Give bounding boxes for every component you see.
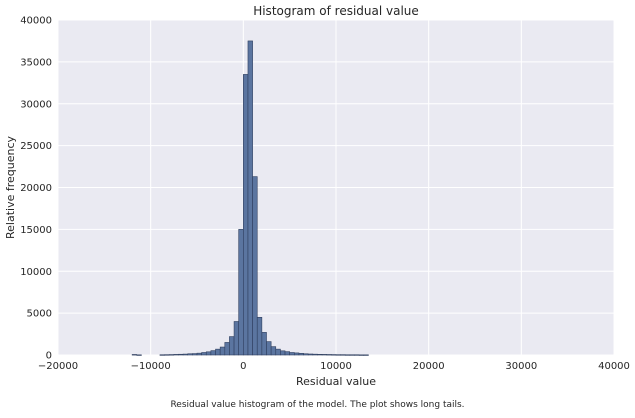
histogram-bar: [182, 353, 189, 356]
histogram-bar: [280, 350, 286, 356]
histogram-bar: [229, 336, 235, 356]
histogram-bar: [205, 351, 212, 356]
histogram-bar: [136, 354, 142, 356]
x-tick-label: 10000: [320, 361, 352, 372]
x-tick-label: 0: [240, 361, 246, 372]
histogram-bar: [307, 353, 314, 356]
y-tick-label: 10000: [20, 267, 52, 278]
y-tick-label: 20000: [20, 183, 52, 194]
histogram-bar: [131, 354, 138, 356]
figure-caption: Residual value histogram of the model. T…: [170, 400, 465, 410]
histogram-bar: [201, 352, 207, 356]
histogram-bar: [317, 354, 323, 356]
histogram-bar: [164, 354, 170, 356]
x-tick-label: −20000: [38, 361, 78, 372]
y-axis-label: Relative frequency: [4, 135, 17, 239]
histogram-bar: [219, 346, 226, 356]
y-tick-label: 30000: [20, 99, 52, 110]
histogram-bar: [344, 354, 351, 356]
histogram-bar: [312, 353, 318, 356]
histogram-bar: [192, 353, 198, 356]
histogram-bar: [284, 351, 290, 356]
bars: [131, 40, 369, 356]
histogram-bar: [275, 348, 281, 356]
y-tick-label: 40000: [20, 16, 52, 27]
histogram-bar: [354, 354, 360, 356]
histogram-bar: [224, 342, 230, 356]
histogram-bar: [252, 176, 258, 356]
chart-title: Histogram of residual value: [253, 4, 419, 18]
histogram-bar: [243, 74, 249, 356]
histogram-bar: [340, 354, 346, 356]
histogram-bar: [173, 354, 179, 356]
x-tick-label: −10000: [131, 361, 171, 372]
histogram-bar: [210, 350, 216, 356]
histogram-bar: [168, 354, 175, 356]
histogram-bar: [247, 40, 253, 356]
histogram-bar: [256, 317, 263, 356]
x-axis-label: Residual value: [296, 375, 376, 388]
histogram-bar: [321, 354, 328, 356]
histogram-bar: [159, 354, 165, 356]
x-tick-label: 20000: [413, 361, 445, 372]
histogram-bar: [215, 348, 221, 356]
histogram-bar: [270, 346, 277, 356]
y-tick-label: 15000: [20, 225, 52, 236]
y-tick-labels: 0 5000 10000 15000 20000 25000 30000 35000 40000: [20, 16, 52, 362]
histogram-bar: [358, 354, 365, 356]
y-tick-label: 0: [46, 351, 52, 362]
y-tick-label: 5000: [27, 309, 52, 320]
histogram-bar: [233, 321, 239, 356]
y-tick-label: 25000: [20, 141, 52, 152]
histogram-bar: [266, 341, 272, 356]
histogram-bar: [238, 229, 244, 356]
histogram-bar: [363, 354, 369, 356]
histogram-bar: [261, 332, 267, 356]
histogram-bar: [326, 354, 332, 356]
histogram-bar: [196, 352, 202, 356]
x-tick-labels: −20000 −10000 0 10000 20000 30000 40000: [38, 361, 630, 372]
histogram-bar: [331, 354, 337, 356]
histogram-bar: [349, 354, 355, 356]
y-tick-label: 35000: [20, 57, 52, 68]
histogram-bar: [335, 354, 341, 356]
histogram-bar: [187, 353, 193, 356]
histogram-bar: [289, 352, 295, 356]
histogram-bar: [293, 352, 300, 356]
histogram-bar: [178, 353, 184, 356]
x-tick-label: 30000: [505, 361, 537, 372]
histogram-bar: [298, 353, 304, 356]
histogram-bar: [303, 353, 309, 356]
x-tick-label: 40000: [598, 361, 630, 372]
